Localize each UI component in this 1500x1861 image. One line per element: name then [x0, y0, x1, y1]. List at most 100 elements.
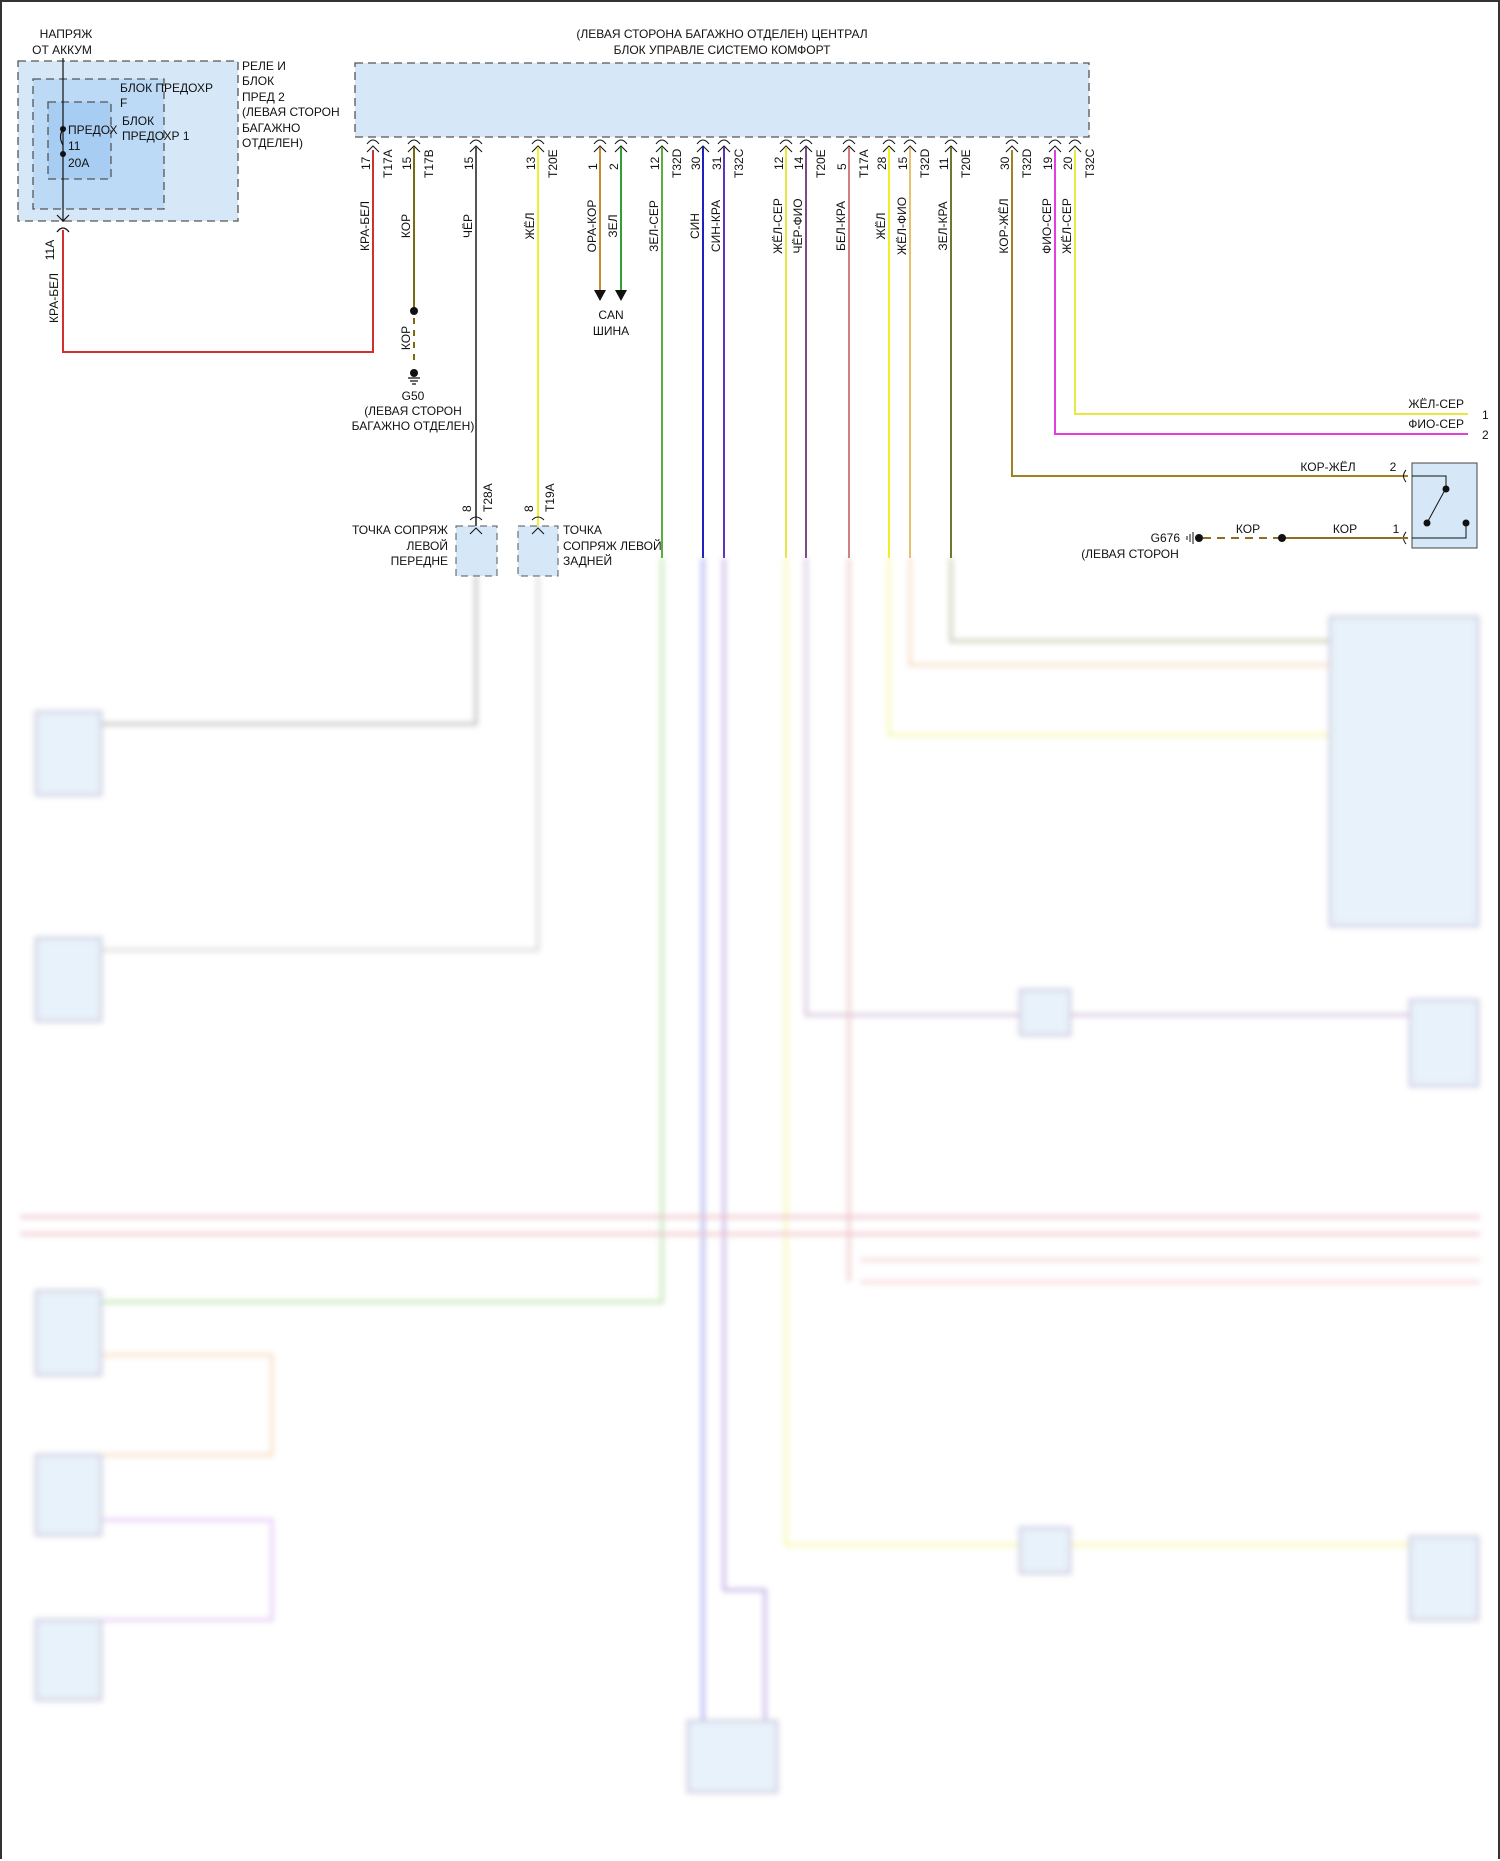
ground-icon: [1186, 532, 1194, 544]
connector-rear-left: 8 T19A ТОЧКА СОПРЯЖ ЛЕВОЙ ЗАДНЕЙ: [517, 483, 662, 577]
wire-label: ЗЕЛ-СЕР: [647, 200, 661, 252]
wire-label: ЖЁЛ: [523, 213, 537, 240]
svg-text:2: 2: [1390, 460, 1397, 474]
can-bus: CAN ШИНА: [593, 290, 629, 338]
connector-id: T20E: [546, 149, 560, 178]
svg-text:ОТДЕЛЕН): ОТДЕЛЕН): [242, 136, 303, 150]
connector-id: T32C: [1083, 148, 1097, 178]
fuse-label: ПРЕДОХ 11 20A: [68, 123, 118, 170]
wire-label: КОР-ЖЁЛ: [997, 198, 1011, 253]
module-pin: 13 T20E ЖЁЛ: [523, 139, 560, 526]
wire-label: ЖЁЛ-СЕР: [1060, 198, 1074, 254]
ground-g50: КОР G50 (ЛЕВАЯ СТОРОН БАГАЖНО ОТДЕЛЕН): [352, 307, 475, 433]
module-pin: 31 T32C СИН-КРА: [709, 139, 746, 558]
fuse-icon: [59, 126, 66, 157]
pin-connector-icon: [531, 139, 545, 153]
pin-number: 31: [710, 156, 724, 170]
module-pin: 1 ОРА-КОР: [585, 139, 607, 290]
svg-text:8: 8: [460, 505, 474, 512]
battery-label-1: НАПРЯЖ: [40, 27, 93, 41]
pin-number: 15: [400, 156, 414, 170]
svg-text:БЛОК: БЛОК: [242, 74, 274, 88]
pin-number: 15: [896, 156, 910, 170]
pin-connector-icon: [842, 139, 856, 153]
svg-text:1: 1: [1482, 408, 1489, 422]
module-pin: 2 ЗЕЛ: [606, 139, 628, 290]
svg-text:2: 2: [1482, 428, 1489, 442]
wire-label: СИН-КРА: [709, 200, 723, 252]
pin-number: 5: [835, 163, 849, 170]
connector-id: T32D: [1020, 148, 1034, 178]
connector-front-left: 8 T28A ТОЧКА СОПРЯЖ ЛЕВОЙ ПЕРЕДНЕ: [352, 483, 498, 577]
pin-number: 14: [792, 156, 806, 170]
wire-label: ЖЁЛ: [874, 213, 888, 240]
module-title-1: (ЛЕВАЯ СТОРОНА БАГАЖНО ОТДЕЛЕН) ЦЕНТРАЛ: [576, 27, 867, 41]
wire-kra-bel-fuse: [62, 150, 374, 353]
connector-id: T17B: [422, 149, 436, 178]
ground-icon: [408, 377, 420, 385]
svg-text:СОПРЯЖ ЛЕВОЙ: СОПРЯЖ ЛЕВОЙ: [563, 538, 662, 553]
pin-number: 19: [1041, 156, 1055, 170]
fuse-output-connector-icon: [56, 214, 70, 233]
svg-text:1: 1: [1393, 522, 1400, 536]
fuse-block-1-label: БЛОК ПРЕДОХР 1: [122, 114, 190, 143]
wire-label: КРА-БЕЛ: [358, 201, 372, 251]
module-title-2: БЛОК УПРАВЛЕ СИСТЕМО КОМФОРТ: [614, 43, 831, 57]
connector-id: T20E: [814, 149, 828, 178]
svg-text:ПЕРЕДНЕ: ПЕРЕДНЕ: [391, 554, 448, 568]
wire-label: ОРА-КОР: [585, 200, 599, 253]
module-pin: 15 T32D ЖЁЛ-ФИО: [895, 139, 932, 558]
ground-g676: G676 (ЛЕВАЯ СТОРОН: [1081, 531, 1203, 561]
pin-connector-icon: [717, 139, 731, 153]
pin-connector-icon: [614, 139, 628, 153]
svg-text:G50: G50: [402, 389, 425, 403]
svg-text:ПРЕДОХР 1: ПРЕДОХР 1: [122, 129, 190, 143]
wire-label: ЗЕЛ-КРА: [936, 201, 950, 250]
svg-text:ТОЧКА: ТОЧКА: [563, 523, 602, 537]
pin-number: 17: [359, 156, 373, 170]
module-pin: 12 ЖЁЛ-СЕР: [771, 139, 793, 558]
module-pin: 20 T32C ЖЁЛ-СЕР: [1060, 139, 1097, 254]
svg-text:КОР-ЖЁЛ: КОР-ЖЁЛ: [1300, 460, 1355, 474]
connector-id: T17A: [381, 149, 395, 178]
svg-text:БЛОК ПРЕДОХР: БЛОК ПРЕДОХР: [120, 81, 213, 95]
fuse-block-f-label: БЛОК ПРЕДОХР F: [120, 81, 213, 110]
pin-number: 15: [462, 156, 476, 170]
module-pin: 28 ЖЁЛ: [874, 139, 896, 558]
svg-text:КОР: КОР: [1333, 522, 1357, 536]
pin-number: 11: [937, 157, 951, 170]
wire-label: ЧЁР: [461, 214, 475, 238]
pin-connector-icon: [1048, 139, 1062, 153]
wire-label: ФИО-СЕР: [1040, 198, 1054, 254]
svg-text:G676: G676: [1151, 531, 1181, 545]
pin-connector-icon: [655, 139, 669, 153]
svg-text:БАГАЖНО ОТДЕЛЕН): БАГАЖНО ОТДЕЛЕН): [352, 419, 475, 433]
module-pin: 14 T20E ЧЁР-ФИО: [791, 139, 828, 558]
svg-text:(ЛЕВАЯ СТОРОН: (ЛЕВАЯ СТОРОН: [242, 105, 340, 119]
svg-text:ЖЁЛ-СЕР: ЖЁЛ-СЕР: [1408, 397, 1464, 411]
ground-g50-wire-label: КОР: [399, 326, 413, 350]
wire-label: ЖЁЛ-ФИО: [895, 197, 909, 255]
output-lines: ЖЁЛ-СЕР 1 ФИО-СЕР 2: [1054, 150, 1489, 442]
svg-text:T28A: T28A: [481, 483, 495, 512]
module-pin: 15 T17B КОР: [399, 139, 436, 311]
connector-id: T17A: [857, 149, 871, 178]
svg-text:11: 11: [68, 139, 81, 153]
pin-number: 1: [586, 163, 600, 170]
svg-text:ПРЕДОХ: ПРЕДОХ: [68, 123, 118, 137]
fuse-output-pin: 11A: [43, 240, 57, 260]
svg-text:БАГАЖНО: БАГАЖНО: [242, 121, 300, 135]
svg-text:ЛЕВОЙ: ЛЕВОЙ: [407, 538, 448, 553]
module-pin: 12 T32D ЗЕЛ-СЕР: [647, 139, 684, 558]
wire-label: СИН: [688, 213, 702, 239]
pin-connector-icon: [882, 139, 896, 153]
pin-connector-icon: [944, 139, 958, 153]
svg-text:T19A: T19A: [543, 483, 557, 512]
pin-connector-icon: [903, 139, 917, 153]
wire-label: БЕЛ-КРА: [834, 201, 848, 251]
pin-number: 30: [998, 156, 1012, 170]
wire-label: ЗЕЛ: [606, 214, 620, 237]
svg-text:ПРЕД 2: ПРЕД 2: [242, 90, 285, 104]
svg-text:РЕЛЕ И: РЕЛЕ И: [242, 59, 286, 73]
